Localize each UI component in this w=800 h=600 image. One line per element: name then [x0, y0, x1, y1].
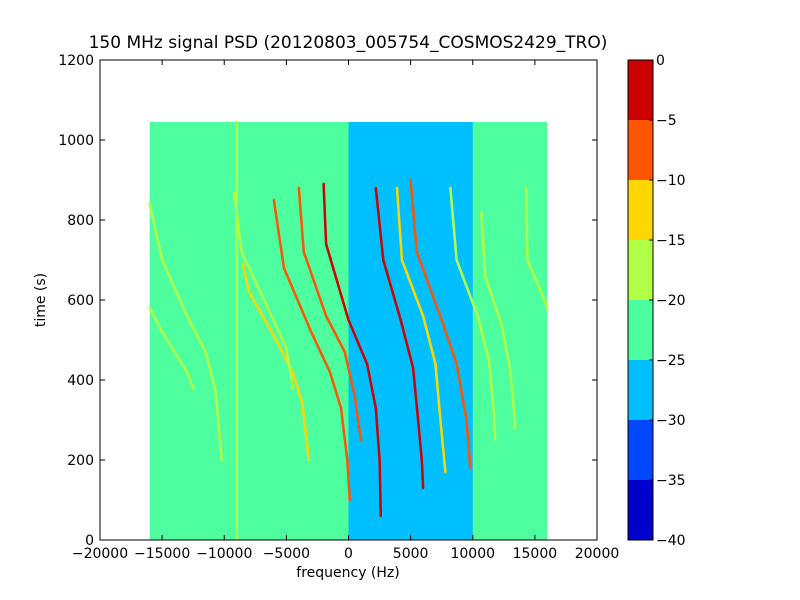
colorbar-tick-label: 0 [656, 53, 665, 69]
colorbar-tick-label: −30 [656, 413, 686, 429]
signal-trace-1 [148, 202, 224, 462]
colorbar-band [628, 120, 653, 180]
colorbar-tick-label: −10 [656, 173, 686, 189]
x-tick-label: −5000 [263, 546, 310, 562]
colorbar-tick-label: −35 [656, 473, 686, 489]
colorbar-band [628, 60, 653, 120]
signal-trace-5 [272, 198, 351, 502]
signal-trace-2 [148, 306, 195, 390]
colorbar: 0 −5 −10 −15 −20 −25 −30 −35 −40 [627, 53, 686, 549]
y-axis-label: time (s) [33, 273, 49, 327]
signal-trace-4 [241, 262, 310, 462]
signal-trace-7 [297, 186, 363, 442]
x-tick-label: 20000 [575, 546, 620, 562]
y-tick-label: 0 [85, 533, 94, 549]
x-axis-ticks: −20000 −15000 −10000 −5000 0 5000 10000 15000 20… [72, 60, 619, 562]
y-tick-label: 1200 [58, 53, 94, 69]
colorbar-band [628, 180, 653, 240]
colorbar-band [628, 480, 653, 540]
chart-title: 150 MHz signal PSD (20120803_005754_COSM… [89, 33, 608, 53]
plot-area: −20000 −15000 −10000 −5000 0 5000 10000 15000 20… [58, 53, 619, 562]
x-tick-label: 0 [344, 546, 353, 562]
colorbar-tick-label: −40 [656, 533, 686, 549]
x-tick-label: 10000 [450, 546, 495, 562]
signal-trace-6 [322, 182, 383, 518]
signal-trace-11 [395, 186, 447, 474]
colorbar-bands [628, 60, 653, 540]
colorbar-tick-label: −20 [656, 293, 686, 309]
colorbar-band [628, 240, 653, 300]
y-tick-label: 400 [67, 373, 94, 389]
colorbar-tick-label: −15 [656, 233, 686, 249]
colorbar-ticks: 0 −5 −10 −15 −20 −25 −30 −35 −40 [649, 53, 686, 549]
x-tick-label: 15000 [513, 546, 558, 562]
y-tick-label: 800 [67, 213, 94, 229]
y-axis-ticks: 0 200 400 600 800 1000 1200 [58, 53, 597, 549]
y-tick-label: 600 [67, 293, 94, 309]
colorbar-band [628, 300, 653, 360]
heatmap-layer [148, 120, 549, 540]
colorbar-tick-label: −25 [656, 353, 686, 369]
x-axis-label: frequency (Hz) [296, 565, 399, 581]
signal-trace-10 [409, 178, 472, 470]
x-tick-label: −20000 [72, 546, 128, 562]
signal-trace-12 [449, 186, 497, 442]
signal-trace-13 [480, 210, 517, 430]
x-tick-label: 5000 [393, 546, 429, 562]
signal-trace-14 [524, 186, 549, 310]
y-tick-label: 200 [67, 453, 94, 469]
x-tick-label: −10000 [196, 546, 252, 562]
signal-trace-9 [374, 186, 425, 490]
colorbar-band [628, 420, 653, 480]
x-tick-label: −15000 [134, 546, 190, 562]
colorbar-tick-label: −5 [656, 113, 677, 129]
y-tick-label: 1000 [58, 133, 94, 149]
colorbar-band [628, 360, 653, 420]
signal-trace-8 [232, 190, 294, 390]
